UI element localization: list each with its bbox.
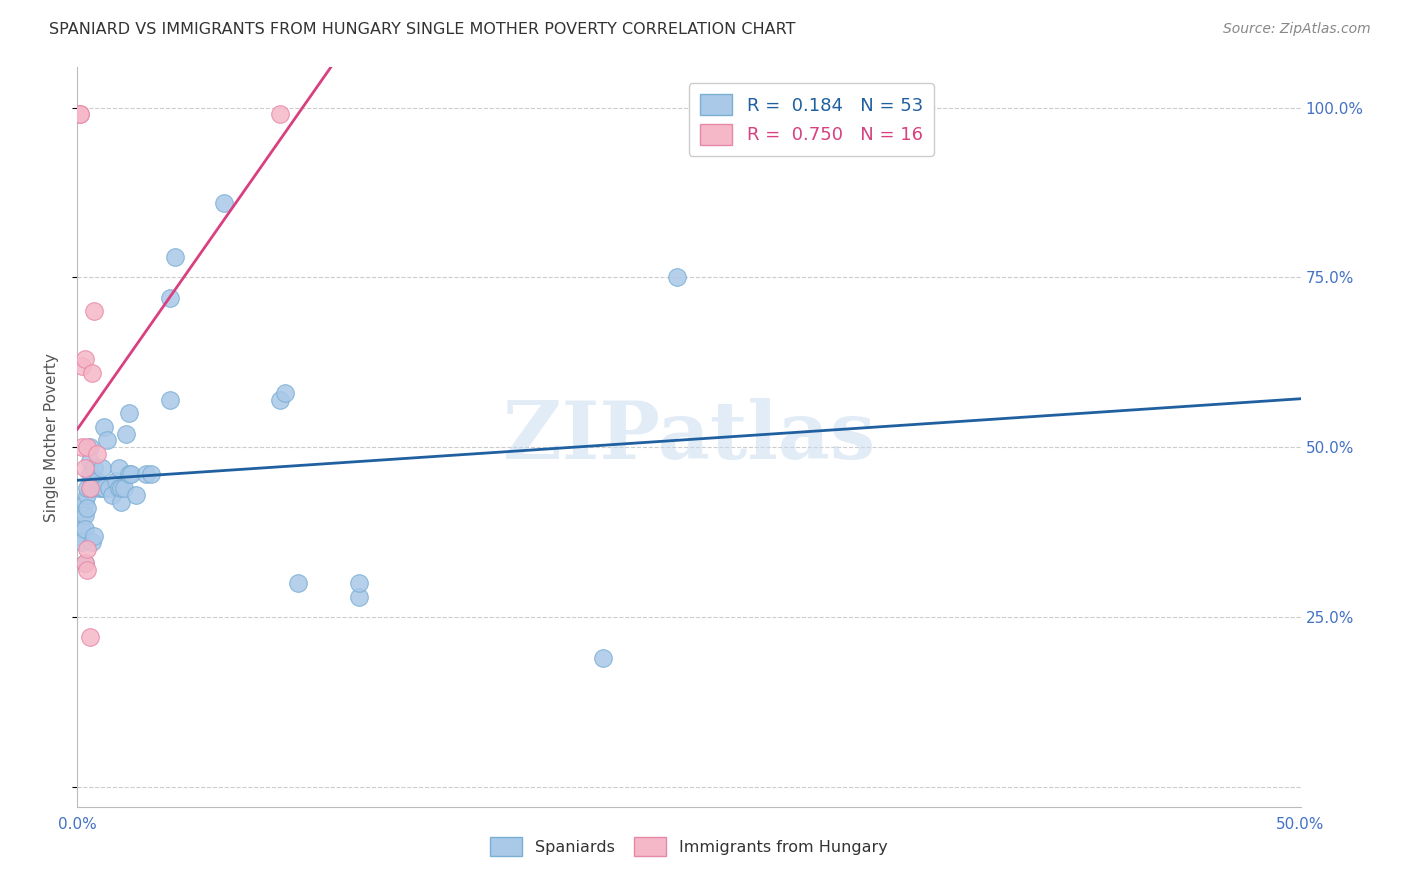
Point (80, 366, 103, 380)
Point (73, 522, 96, 536)
Point (90, 460, 112, 475)
Point (69, 107, 91, 121)
Point (269, 107, 291, 121)
Point (79, 481, 101, 495)
Point (96, 434, 118, 448)
Point (83, 528, 105, 542)
Point (112, 481, 135, 495)
Point (90, 481, 112, 495)
Legend: Spaniards, Immigrants from Hungary: Spaniards, Immigrants from Hungary (484, 831, 894, 863)
Point (80, 481, 103, 495)
Point (212, 195, 235, 210)
Point (76, 562, 98, 576)
Point (118, 406, 141, 420)
Point (120, 467, 142, 482)
Point (76, 481, 98, 495)
Point (287, 576, 309, 591)
Point (592, 650, 614, 665)
Point (110, 494, 132, 508)
Point (69, 501, 91, 516)
Point (86, 474, 108, 488)
Point (73, 460, 96, 475)
Point (86, 447, 108, 461)
Text: Source: ZipAtlas.com: Source: ZipAtlas.com (1223, 22, 1371, 37)
Point (135, 467, 157, 482)
Point (73, 508, 96, 523)
Point (76, 440, 98, 454)
Point (108, 460, 131, 475)
Point (79, 481, 101, 495)
Point (79, 440, 101, 454)
Point (89, 481, 111, 495)
Point (274, 386, 297, 401)
Point (347, 576, 370, 591)
Point (159, 291, 181, 305)
Text: SPANIARD VS IMMIGRANTS FROM HUNGARY SINGLE MOTHER POVERTY CORRELATION CHART: SPANIARD VS IMMIGRANTS FROM HUNGARY SING… (49, 22, 796, 37)
Point (69, 528, 91, 542)
Point (98, 481, 121, 495)
Point (76, 501, 98, 516)
Point (73, 556, 96, 570)
Point (76, 488, 98, 502)
Point (73, 494, 96, 508)
Point (93, 481, 115, 495)
Point (108, 481, 131, 495)
Point (83, 460, 105, 475)
Point (125, 488, 148, 502)
Point (70, 522, 93, 536)
Point (139, 467, 162, 482)
Point (80, 535, 103, 549)
Point (79, 454, 101, 468)
Y-axis label: Single Mother Poverty: Single Mother Poverty (44, 352, 59, 522)
Point (70, 359, 93, 373)
Point (269, 392, 291, 407)
Point (79, 467, 101, 482)
Point (69, 107, 91, 121)
Point (93, 420, 115, 434)
Point (118, 467, 141, 482)
Point (347, 590, 370, 604)
Point (110, 481, 132, 495)
Point (73, 351, 96, 366)
Point (79, 631, 101, 645)
Point (76, 542, 98, 557)
Point (159, 392, 181, 407)
Text: ZIPatlas: ZIPatlas (503, 398, 875, 476)
Point (73, 556, 96, 570)
Point (70, 440, 93, 454)
Point (70, 535, 93, 549)
Point (83, 304, 105, 318)
Point (115, 426, 138, 441)
Point (665, 270, 688, 285)
Point (70, 508, 93, 523)
Point (105, 474, 128, 488)
Point (165, 250, 187, 264)
Point (100, 488, 122, 502)
